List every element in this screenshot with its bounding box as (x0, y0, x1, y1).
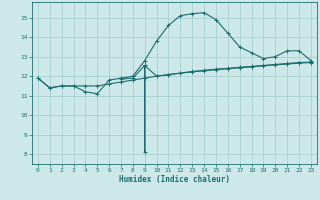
X-axis label: Humidex (Indice chaleur): Humidex (Indice chaleur) (119, 175, 230, 184)
